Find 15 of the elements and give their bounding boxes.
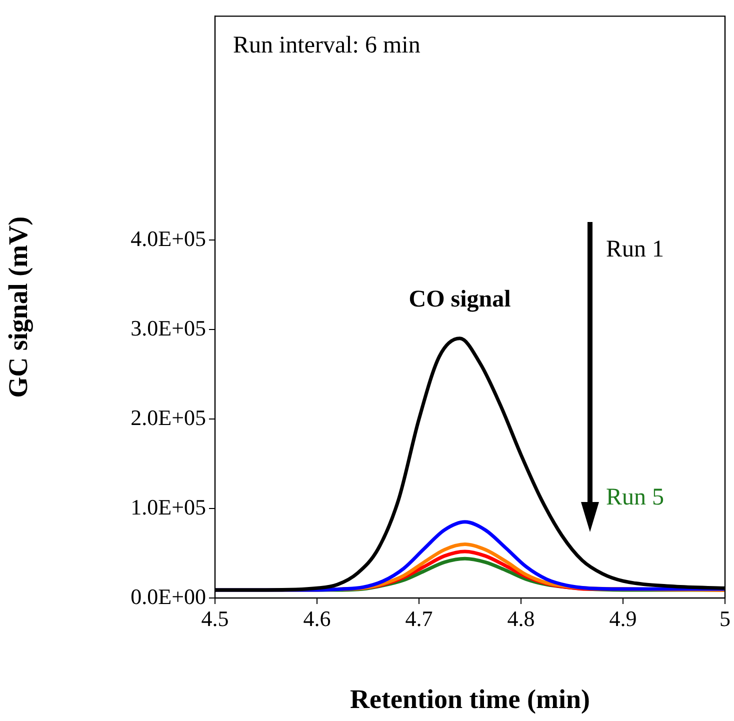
x-tick-label: 4.6 <box>303 606 331 631</box>
text: Run 1 <box>606 236 664 262</box>
y-tick-label: 4.0E+05 <box>130 226 206 251</box>
x-tick-label: 4.7 <box>405 606 433 631</box>
annotation: Run interval: 6 min <box>233 32 420 58</box>
x-tick-label: 5 <box>720 606 730 631</box>
y-tick-label: 3.0E+05 <box>130 315 206 340</box>
x-tick-label: 4.9 <box>609 606 637 631</box>
y-tick-label: 2.0E+05 <box>130 404 206 430</box>
x-axis-title: Retention time (min) <box>350 684 590 714</box>
x-tick-label: 4.8 <box>507 606 535 631</box>
annotation: CO signal <box>408 286 512 313</box>
y-axis-title: GC signal (mV) <box>3 216 34 398</box>
text: Run 5 <box>606 484 664 510</box>
y-tick-label: 1.0E+05 <box>130 494 206 520</box>
